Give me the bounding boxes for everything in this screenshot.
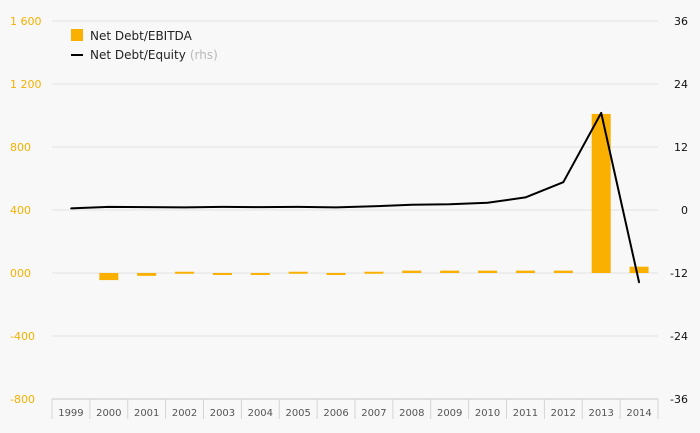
x-tick-label: 1999 — [58, 408, 83, 419]
x-tick-label: 2010 — [475, 408, 500, 419]
bar — [478, 270, 498, 273]
line-point — [297, 206, 299, 208]
right-tick-label: -36 — [670, 393, 688, 406]
legend-label-bar: Net Debt/EBITDA — [90, 29, 193, 43]
right-tick-label: 36 — [674, 15, 688, 28]
line-point — [486, 201, 489, 204]
line-point — [411, 203, 413, 206]
bar — [364, 271, 384, 274]
x-tick-label: 2011 — [513, 408, 538, 419]
x-tick-label: 2006 — [323, 408, 348, 419]
bar — [553, 270, 573, 273]
legend-item-line: Net Debt/Equity (rhs) — [71, 48, 218, 62]
right-tick-label: 12 — [674, 141, 688, 154]
x-tick-label: 2003 — [210, 408, 235, 419]
bar — [250, 273, 270, 275]
x-tick-label: 2002 — [172, 408, 197, 419]
line-point — [524, 196, 527, 199]
x-tick-label: 2013 — [588, 408, 613, 419]
line-point — [183, 206, 186, 209]
left-tick-label: 400 — [10, 204, 31, 217]
x-tick-label: 2012 — [551, 408, 576, 419]
line-series — [70, 111, 641, 284]
left-tick-label: 1 600 — [10, 15, 42, 28]
x-axis: 1999 2000 2001 2002 2003 2004 2005 2006 2007 2008… — [51, 398, 659, 419]
line-point — [221, 206, 224, 208]
bar — [137, 273, 157, 276]
grid-lines — [52, 20, 658, 337]
line-point — [145, 206, 148, 208]
line-point — [638, 281, 640, 284]
line-point — [448, 203, 451, 206]
bar — [629, 266, 649, 273]
series-line — [70, 111, 641, 283]
right-tick-label: -12 — [670, 267, 688, 280]
bar — [288, 271, 308, 274]
bar — [175, 271, 195, 274]
legend-label-line: Net Debt/Equity (rhs) — [90, 48, 218, 62]
x-tick-label: 2000 — [96, 408, 121, 419]
right-tick-label: 24 — [674, 78, 688, 91]
left-tick-label: 000 — [10, 267, 31, 280]
right-axis: 36 24 12 0 -12 -24 -36 — [670, 15, 688, 406]
left-tick-label: -400 — [10, 330, 35, 343]
right-tick-label: 0 — [681, 204, 688, 217]
left-axis: 1 600 1 200 800 400 000 -400 -800 — [10, 15, 42, 406]
line-point — [335, 206, 337, 209]
x-tick-label: 2009 — [437, 408, 462, 419]
x-tick-label: 2007 — [361, 408, 386, 419]
legend-label-line-suffix: (rhs) — [190, 48, 218, 62]
bar-series — [99, 113, 649, 281]
x-tick-label: 2004 — [248, 408, 273, 419]
x-tick-label: 2001 — [134, 408, 159, 419]
x-tick-label: 2014 — [626, 408, 651, 419]
line-point — [373, 205, 375, 208]
line-point — [259, 206, 262, 208]
left-tick-label: 800 — [10, 141, 31, 154]
right-tick-label: -24 — [670, 330, 688, 343]
line-point — [600, 112, 602, 114]
left-tick-label: -800 — [10, 393, 35, 406]
bar — [326, 273, 346, 275]
bar — [212, 273, 232, 275]
left-tick-label: 1 200 — [10, 78, 42, 91]
legend: Net Debt/EBITDA Net Debt/Equity (rhs) — [71, 29, 218, 62]
bar — [99, 273, 119, 281]
line-point — [108, 206, 110, 208]
legend-swatch-bar — [71, 29, 83, 41]
x-tick-label: 2008 — [399, 408, 424, 419]
bar — [515, 270, 535, 273]
x-tick-label: 2005 — [285, 408, 310, 419]
legend-item-bar: Net Debt/EBITDA — [71, 29, 193, 43]
bar — [440, 270, 460, 273]
line-point — [70, 207, 72, 210]
bar — [402, 270, 422, 273]
legend-label-line-name: Net Debt/Equity — [90, 48, 186, 62]
bar — [591, 113, 611, 273]
line-point — [562, 181, 565, 183]
